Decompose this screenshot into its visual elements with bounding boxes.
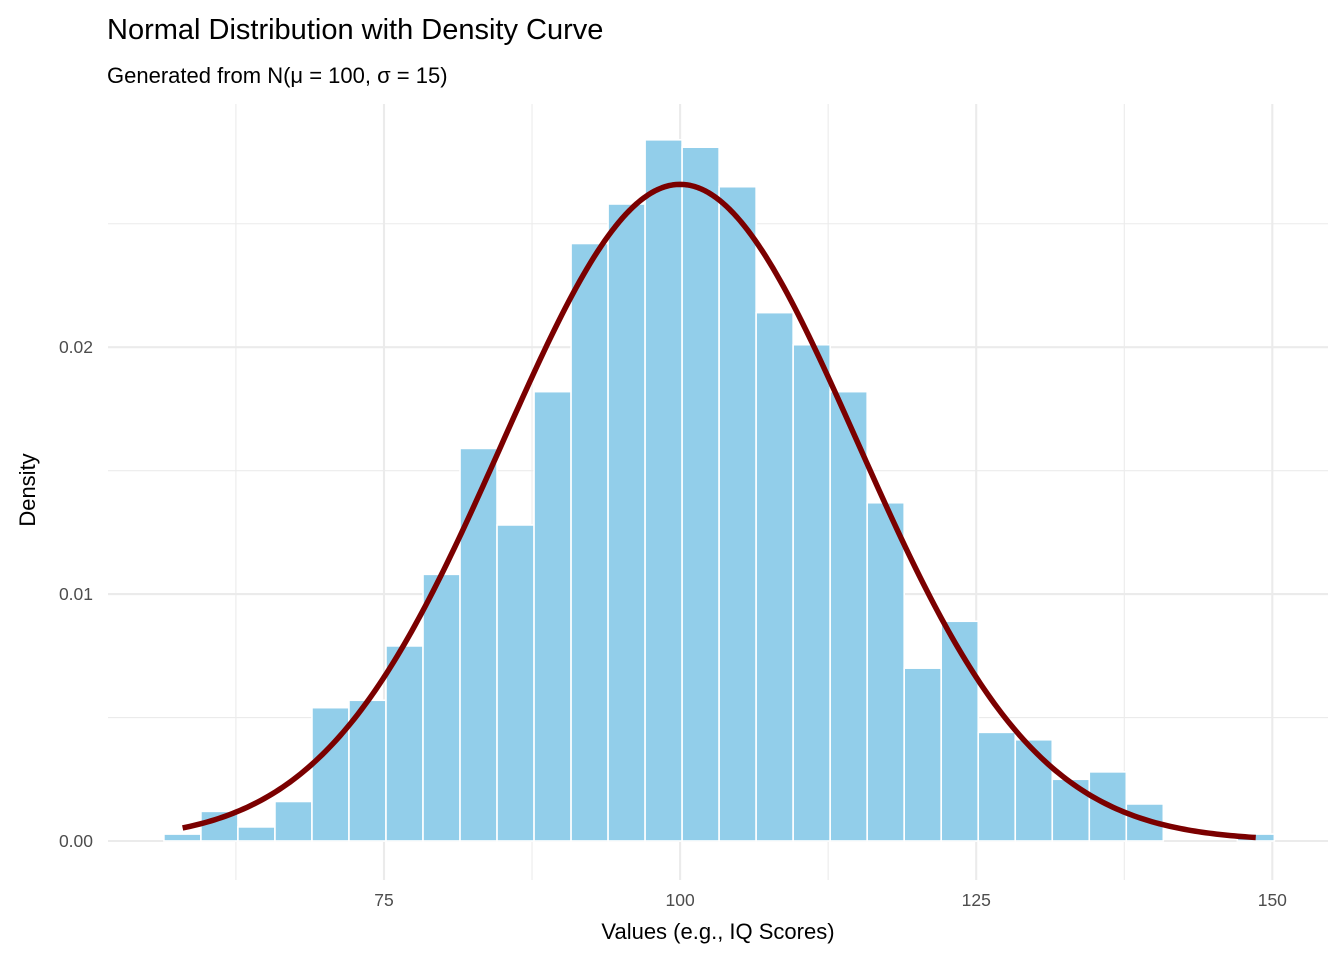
histogram-bars <box>163 139 1276 842</box>
histogram-bar <box>607 203 646 842</box>
x-tick-label: 100 <box>665 890 694 910</box>
histogram-bar <box>311 706 350 842</box>
histogram-bar <box>644 139 683 842</box>
histogram-bar <box>903 667 943 842</box>
x-tick-label: 125 <box>962 890 991 910</box>
x-axis-title: Values (e.g., IQ Scores) <box>601 919 834 944</box>
y-tick-label: 0.02 <box>59 337 93 357</box>
chart-title: Normal Distribution with Density Curve <box>107 14 603 46</box>
histogram-bar <box>940 620 980 842</box>
histogram-bar <box>533 390 572 842</box>
histogram-bar <box>237 826 276 842</box>
histogram-bar <box>496 524 535 842</box>
histogram-bar <box>570 242 609 842</box>
x-axis-tick-labels: 75 100 125 150 <box>374 890 1287 910</box>
histogram-bar <box>274 800 313 842</box>
histogram-bar <box>718 185 757 842</box>
x-tick-label: 75 <box>374 890 393 910</box>
histogram-bar <box>792 343 831 842</box>
histogram-bar <box>459 447 498 842</box>
histogram-bar <box>829 390 868 842</box>
histogram-bar <box>163 833 202 842</box>
histogram-bar <box>681 146 720 842</box>
histogram-bar <box>422 573 461 842</box>
density-curve <box>182 181 1256 841</box>
histogram-bar <box>866 501 905 842</box>
histogram-bar <box>385 645 424 842</box>
histogram-bar <box>755 311 794 842</box>
histogram-bar <box>977 731 1017 842</box>
y-axis-title: Density <box>15 453 40 526</box>
histogram-bar <box>1014 738 1054 842</box>
chart-subtitle: Generated from N(μ = 100, σ = 15) <box>107 63 448 88</box>
y-tick-label: 0.01 <box>59 584 93 604</box>
y-tick-label: 0.00 <box>59 831 93 851</box>
y-axis-tick-labels: 0.00 0.01 0.02 <box>59 337 93 851</box>
x-tick-label: 150 <box>1258 890 1287 910</box>
